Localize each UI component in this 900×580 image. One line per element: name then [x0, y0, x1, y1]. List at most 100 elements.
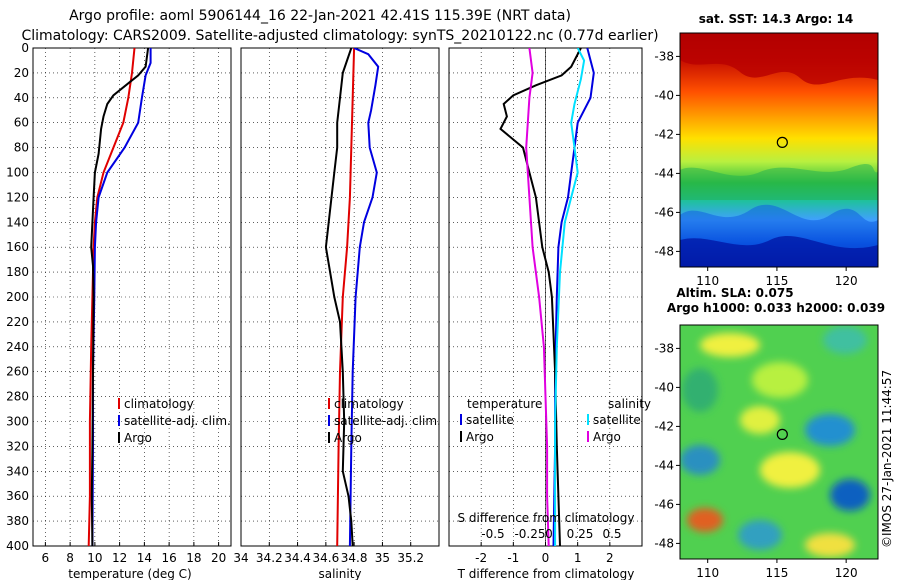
lat-tick-label: -44 — [654, 458, 674, 472]
x-tick-label: 34 — [233, 551, 248, 565]
lat-tick-label: -46 — [654, 205, 674, 219]
x-tick-label: 12 — [112, 551, 127, 565]
s-tick-label: 0.5 — [602, 527, 621, 541]
lat-tick-label: -44 — [654, 166, 674, 180]
temperature-legend: climatology satellite-adj. clim. Argo — [118, 397, 231, 445]
depth-tick-label: 400 — [6, 539, 29, 553]
x-tick-label: 34.8 — [341, 551, 368, 565]
salinity-legend: climatology satellite-adj. clim. Argo — [328, 397, 441, 445]
argo-position-marker — [776, 136, 788, 148]
lat-tick-label: -42 — [654, 419, 674, 433]
legend-label: Argo — [334, 431, 362, 445]
depth-tick-label: 380 — [6, 514, 29, 528]
depth-tick-label: 60 — [14, 116, 29, 130]
x-tick-label: 6 — [42, 551, 50, 565]
s-tick-label: -0.5 — [481, 527, 504, 541]
legend-label: climatology — [334, 397, 404, 411]
sst-map-title: sat. SST: 14.3 Argo: 14 — [699, 12, 853, 26]
lat-tick-label: -38 — [654, 341, 674, 355]
salinity-xlabel: salinity — [318, 567, 361, 580]
depth-tick-label: 220 — [6, 315, 29, 329]
depth-axis: 0 20 40 60 80 100 120 140 160 180 200 220 240 260 280 3… — [6, 41, 29, 553]
legend-label: climatology — [124, 397, 194, 411]
title-line2: Climatology: CARS2009. Satellite-adjuste… — [21, 28, 658, 44]
depth-tick-label: 340 — [6, 464, 29, 478]
series-line-t-argo — [499, 48, 582, 546]
difference-grid — [449, 47, 642, 547]
lat-tick-label: -46 — [654, 497, 674, 511]
depth-tick-label: 280 — [6, 390, 29, 404]
lat-tick-label: -40 — [654, 88, 674, 102]
difference-legend: temperature salinity satellite Argo satellit… — [460, 397, 651, 444]
x-tick-label: 8 — [66, 551, 74, 565]
depth-tick-label: 40 — [14, 91, 29, 105]
lon-tick-label: 110 — [696, 566, 719, 580]
depth-tick-label: 360 — [6, 489, 29, 503]
sst-map-frame — [679, 32, 879, 268]
legend-label: Argo — [593, 430, 621, 444]
sla-map — [680, 325, 878, 559]
x-tick-label: 34.2 — [256, 551, 283, 565]
temperature-xticks: 6 8 10 12 14 16 18 20 — [42, 542, 226, 565]
x-tick-label: -2 — [475, 551, 487, 565]
series-line-climatology — [87, 48, 136, 546]
sla-map-title: Altim. SLA: 0.075 — [676, 286, 793, 300]
sla-map-frame — [679, 324, 879, 560]
s-tick-label: 0.25 — [567, 527, 594, 541]
series-line-s-satellite — [554, 48, 586, 546]
salinity-xticks: 34 34.2 34.4 34.6 34.8 35 35.2 — [233, 542, 424, 565]
legend-label: satellite-adj. clim. — [334, 414, 441, 428]
lon-tick-label: 110 — [696, 274, 719, 288]
legend-title-temperature: temperature — [467, 397, 542, 411]
depth-tick-label: 260 — [6, 365, 29, 379]
depth-tick-label: 240 — [6, 340, 29, 354]
legend-title-salinity: salinity — [608, 397, 651, 411]
salinity-grid — [240, 47, 439, 547]
sst-map — [680, 33, 878, 267]
legend-label: Argo — [466, 430, 494, 444]
x-tick-label: 1 — [574, 551, 582, 565]
x-tick-label: 34.4 — [284, 551, 311, 565]
depth-tick-label: 100 — [6, 166, 29, 180]
argo-position-marker-sla — [776, 428, 788, 440]
s-tick-label: 0 — [545, 527, 553, 541]
lat-tick-label: -48 — [654, 244, 674, 258]
series-line-argo — [324, 48, 354, 546]
lon-tick-label: 120 — [835, 274, 858, 288]
depth-tick-label: 200 — [6, 290, 29, 304]
x-tick-label: -1 — [507, 551, 519, 565]
x-tick-label: 10 — [87, 551, 102, 565]
x-tick-label: 20 — [211, 551, 226, 565]
lat-tick-label: -48 — [654, 536, 674, 550]
depth-tick-label: 180 — [6, 265, 29, 279]
legend-label: Argo — [124, 431, 152, 445]
lon-tick-label: 120 — [835, 566, 858, 580]
difference-xlabel: T difference from climatology — [457, 567, 635, 580]
temperature-grid — [33, 47, 231, 547]
title-line1: Argo profile: aoml 5906144_16 22-Jan-202… — [69, 8, 571, 24]
x-tick-label: 18 — [186, 551, 201, 565]
difference-xticks: -2 -1 0 1 2-0.5 -0.25 0 0.25 0.5 — [475, 527, 621, 565]
series-line-satellite-adj-clim- — [348, 48, 380, 546]
salinity-series — [324, 48, 380, 546]
lon-tick-label: 115 — [765, 274, 788, 288]
difference-series — [499, 48, 595, 546]
x-tick-label: 35 — [375, 551, 390, 565]
s-difference-label: S difference from climatology — [458, 511, 635, 525]
depth-tick-label: 140 — [6, 215, 29, 229]
depth-tick-label: 20 — [14, 66, 29, 80]
x-tick-label: 16 — [161, 551, 176, 565]
depth-tick-label: 0 — [21, 41, 29, 55]
legend-label: satellite-adj. clim. — [124, 414, 231, 428]
series-line-s-argo — [525, 48, 550, 546]
depth-tick-label: 160 — [6, 240, 29, 254]
x-tick-label: 0 — [542, 551, 550, 565]
temperature-series — [87, 48, 152, 546]
legend-label: satellite — [466, 413, 514, 427]
series-line-climatology — [336, 48, 356, 546]
lat-tick-label: -38 — [654, 49, 674, 63]
s-tick-label: -0.25 — [514, 527, 545, 541]
x-tick-label: 34.6 — [312, 551, 339, 565]
sst-map-ticks: 110 115 120 -38 -40 -42 -44 -46 -48 — [654, 49, 857, 288]
depth-tick-label: 120 — [6, 190, 29, 204]
